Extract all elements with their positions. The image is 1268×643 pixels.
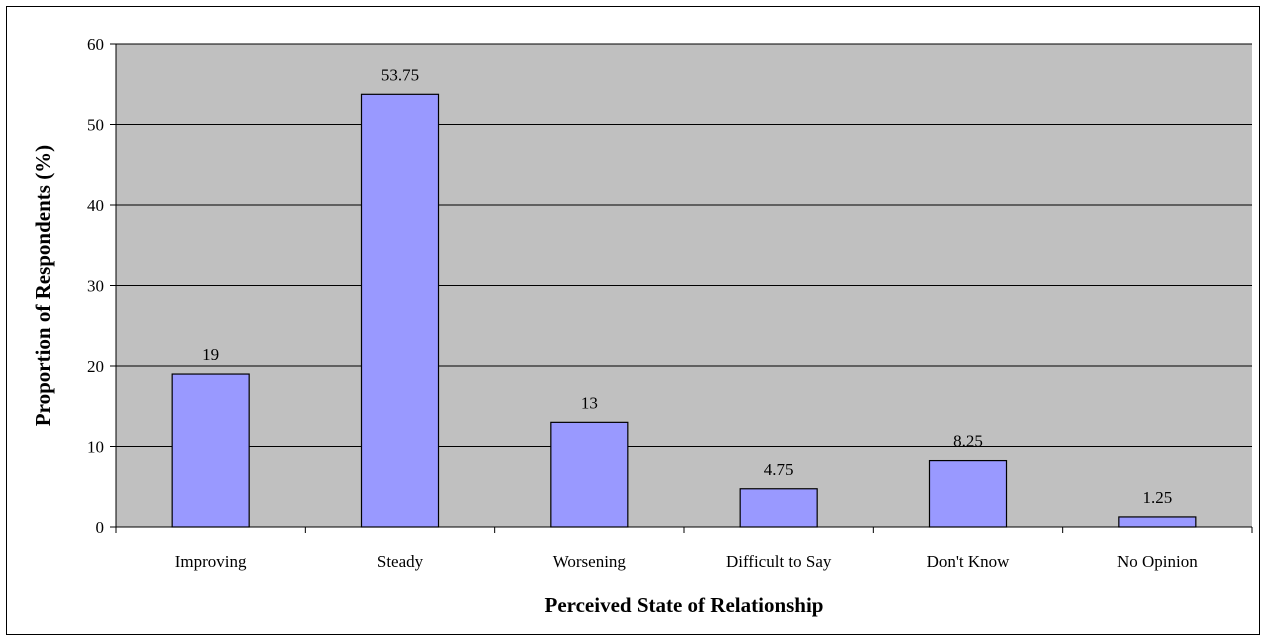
data-label: 19: [202, 345, 219, 364]
bar-no-opinion: [1118, 516, 1197, 528]
x-tick-label: Improving: [175, 552, 247, 571]
y-tick-label: 60: [87, 35, 104, 54]
data-label: 8.25: [953, 432, 983, 451]
bar-difficult-to-say: [739, 488, 818, 528]
x-tick-label: Difficult to Say: [726, 552, 832, 571]
y-tick-label: 10: [87, 438, 104, 457]
y-axis-title: Proportion of Respondents (%): [31, 145, 55, 426]
x-tick-label: No Opinion: [1117, 552, 1198, 571]
bar-don-t-know: [928, 459, 1008, 528]
bars: [171, 93, 1197, 528]
y-tick-label: 50: [87, 116, 104, 135]
x-tick-label: Worsening: [553, 552, 627, 571]
y-tick-label: 20: [87, 357, 104, 376]
data-label: 1.25: [1142, 488, 1172, 507]
x-tick-label: Don't Know: [927, 552, 1011, 571]
gridlines: [116, 43, 1252, 447]
y-tick-label: 0: [96, 518, 105, 537]
x-tick-label: Steady: [377, 552, 424, 571]
axes: [110, 43, 1253, 533]
data-label: 4.75: [764, 460, 794, 479]
y-tick-label: 30: [87, 277, 104, 296]
x-axis-title: Perceived State of Relationship: [545, 593, 824, 617]
data-label: 13: [581, 393, 598, 412]
bar-worsening: [550, 421, 629, 528]
data-labels: 19 53.75 13 4.75 8.25 1.25: [202, 65, 1172, 507]
bar-steady: [360, 93, 440, 528]
y-tick-label: 40: [87, 196, 104, 215]
bar-improving: [171, 373, 250, 528]
data-label: 53.75: [381, 65, 419, 84]
x-tick-labels: Improving Steady Worsening Difficult to Say…: [175, 552, 1198, 571]
y-tick-labels: 0 10 20 30 40 50 60: [87, 35, 104, 537]
